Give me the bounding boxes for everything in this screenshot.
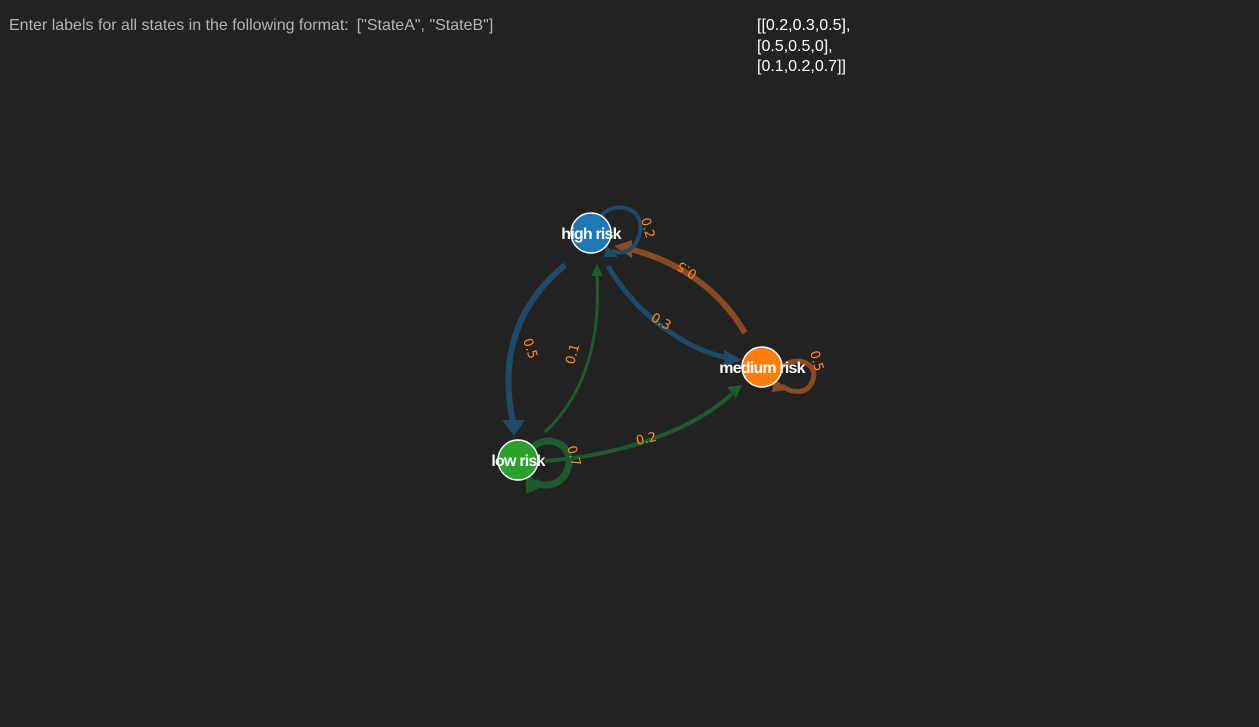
edge-label-self-loop-medium: 0.5 (806, 349, 826, 373)
edge-label-self-loop-low: 0.7 (563, 444, 583, 468)
arrowhead-low-to-medium (727, 385, 742, 398)
edge-high-to-low (505, 262, 567, 423)
state-label: low risk (491, 453, 545, 470)
edge-label-low-to-high: 0.1 (563, 342, 583, 366)
edge-label-low-to-medium: 0.2 (635, 430, 658, 449)
state-node-high-risk[interactable]: high risk (561, 212, 622, 254)
arrowhead-high-to-low (502, 420, 525, 436)
transition-matrix: [[0.2,0.3,0.5], [0.5,0.5,0], [0.1,0.2,0.… (757, 16, 850, 78)
nodes: high risk medium risk low risk (491, 212, 806, 481)
instructions-text: Enter labels for all states in the follo… (9, 16, 509, 36)
state-label: high risk (561, 226, 621, 243)
arrowhead-self-loop-low (526, 474, 544, 494)
state-node-low-risk[interactable]: low risk (491, 439, 546, 481)
matrix-row: [[0.2,0.3,0.5], (757, 17, 851, 34)
edge-label-self-loop-high: 0.2 (637, 216, 657, 240)
instructions-prompt: Enter labels for all states in the follo… (9, 17, 349, 34)
arrowhead-medium-to-high (614, 240, 632, 258)
self-loop-medium (775, 358, 817, 394)
instructions-format-example: ["StateA", "StateB"] (356, 17, 494, 34)
edge-label-high-to-low: 0.5 (519, 337, 540, 361)
state-circle[interactable] (741, 346, 783, 388)
arrowhead-self-loop-high (604, 245, 618, 257)
self-loop-low (529, 437, 573, 489)
arrowhead-high-to-medium (724, 350, 742, 366)
state-node-medium-risk[interactable]: medium risk (719, 346, 806, 388)
edges (502, 205, 817, 494)
matrix-row: [0.1,0.2,0.7]] (757, 58, 846, 75)
arrowhead-low-to-high (591, 264, 603, 276)
state-circle[interactable] (497, 439, 539, 481)
edge-low-to-high (543, 274, 599, 434)
self-loop-high (598, 205, 643, 255)
edge-medium-to-high (629, 246, 748, 335)
state-label: medium risk (719, 360, 805, 377)
edge-high-to-medium (605, 264, 729, 361)
state-circle[interactable] (570, 212, 612, 254)
matrix-row: [0.5,0.5,0], (757, 37, 833, 55)
